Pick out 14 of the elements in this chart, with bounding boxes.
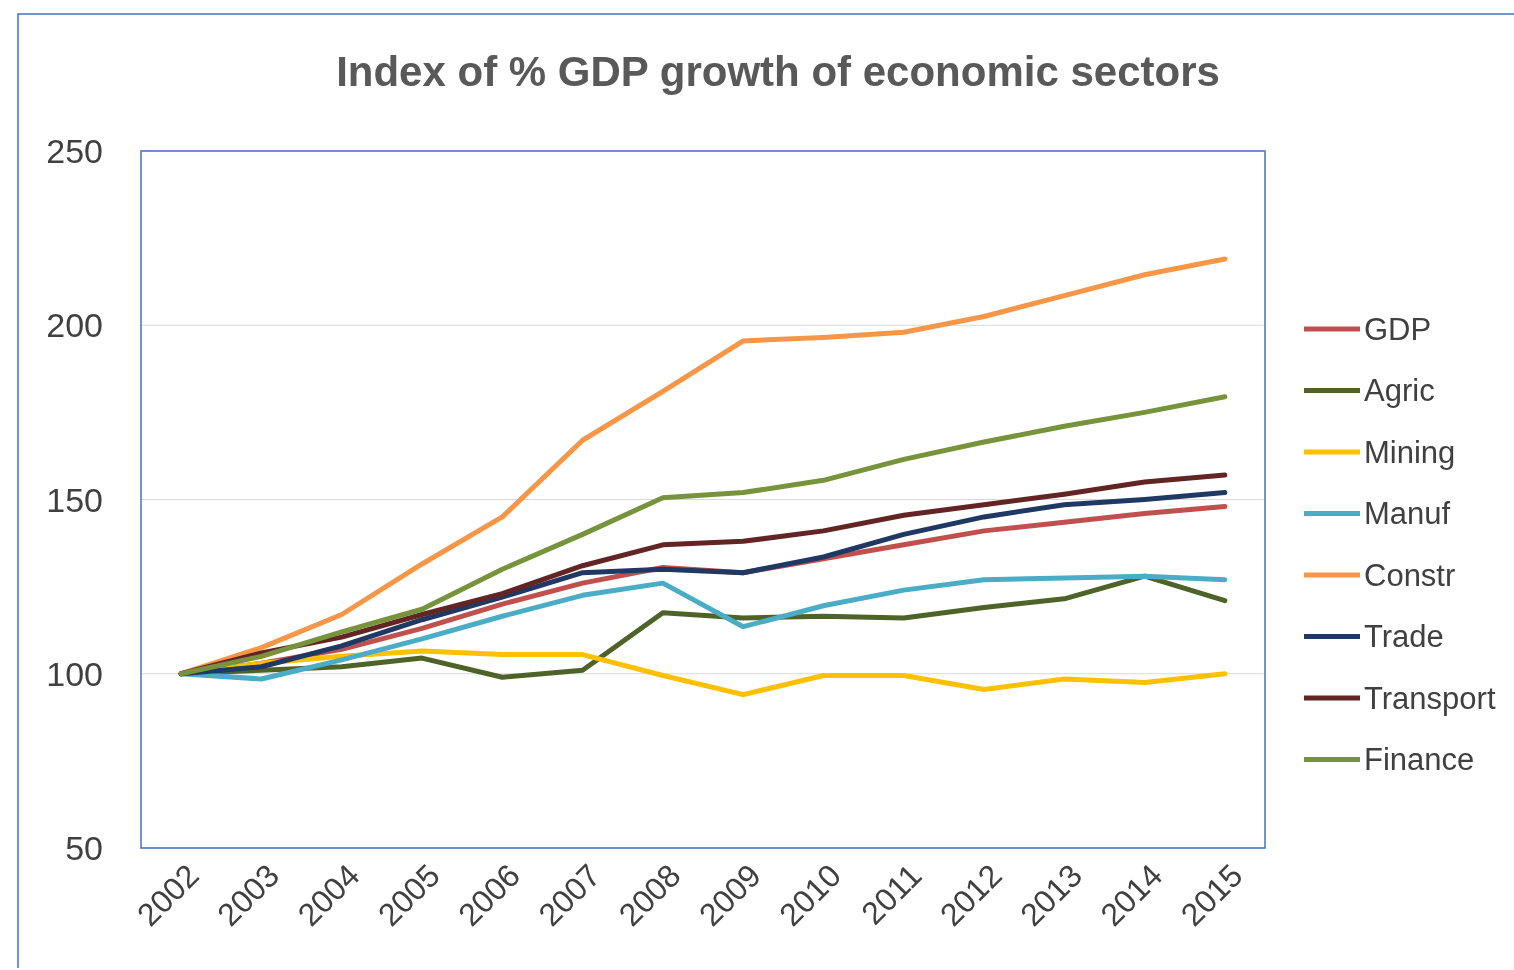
y-tick-label: 50 — [65, 829, 103, 867]
legend-label: Finance — [1364, 742, 1475, 777]
legend-label: GDP — [1364, 311, 1432, 347]
y-tick-label: 250 — [46, 132, 103, 170]
y-tick-label: 100 — [46, 654, 103, 693]
chart-title: Index of % GDP growth of economic sectors — [336, 48, 1220, 95]
legend-label: Constr — [1364, 557, 1456, 593]
y-tick-label: 150 — [46, 480, 103, 519]
y-tick-label: 200 — [46, 306, 103, 345]
legend-label: Agric — [1364, 373, 1435, 408]
legend-label: Mining — [1364, 434, 1456, 470]
legend-label: Transport — [1364, 680, 1496, 716]
legend-label: Manuf — [1364, 496, 1451, 531]
legend-label: Trade — [1364, 619, 1444, 654]
